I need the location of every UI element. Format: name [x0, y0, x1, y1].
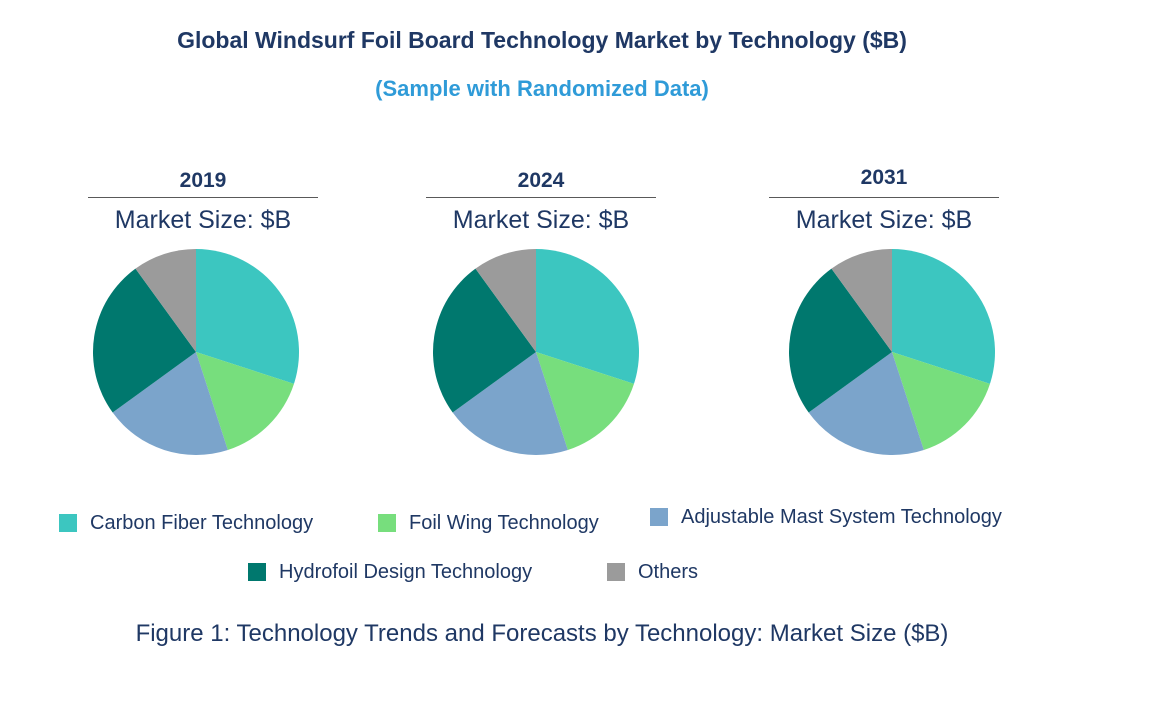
legend-label-carbon-fiber: Carbon Fiber Technology: [90, 512, 314, 534]
legend-label-hydrofoil-design: Hydrofoil Design Technology: [279, 561, 533, 583]
figure-content: Global Windsurf Foil Board Technology Ma…: [59, 27, 1002, 647]
legend-label-adjustable-mast: Adjustable Mast System Technology: [681, 506, 1002, 528]
pie-slice-others: [135, 249, 196, 352]
pie-slice-foil-wing-technology: [892, 352, 990, 450]
pie-panel-2019: 2019 Market Size: $B: [88, 168, 318, 455]
legend-item-others: Others: [607, 561, 698, 583]
legend-item-carbon-fiber: Carbon Fiber Technology: [59, 512, 313, 534]
pie-chart-2019: [93, 249, 299, 455]
legend-swatch-carbon-fiber: [59, 514, 77, 532]
pie-slice-hydrofoil-design-technology: [433, 268, 536, 413]
year-label-2024: 2024: [517, 169, 565, 192]
year-divider: [426, 197, 656, 198]
year-label-2031: 2031: [860, 166, 908, 189]
year-label-2019: 2019: [179, 169, 227, 192]
legend-item-hydrofoil-design: Hydrofoil Design Technology: [248, 561, 532, 583]
market-size-label-2031: Market Size: $B: [795, 206, 973, 234]
chart-title: Global Windsurf Foil Board Technology Ma…: [177, 27, 907, 53]
pie-slice-carbon-fiber-technology: [196, 249, 299, 384]
pie-chart-2031: [789, 249, 995, 455]
legend-label-others: Others: [638, 561, 699, 583]
pie-slice-adjustable-mast-system-technology: [808, 352, 924, 455]
pie-slice-adjustable-mast-system-technology: [452, 352, 568, 455]
pie-slice-hydrofoil-design-technology: [93, 268, 196, 413]
legend-swatch-foil-wing: [378, 514, 396, 532]
legend-label-foil-wing: Foil Wing Technology: [409, 512, 599, 534]
pie-slice-foil-wing-technology: [536, 352, 634, 450]
pie-slice-carbon-fiber-technology: [536, 249, 639, 384]
pie-chart-2024: [433, 249, 639, 455]
chart-subtitle: (Sample with Randomized Data): [375, 76, 709, 101]
pie-slice-hydrofoil-design-technology: [789, 268, 892, 413]
market-size-label-2019: Market Size: $B: [114, 206, 292, 234]
year-divider: [88, 197, 318, 198]
figure-caption: Figure 1: Technology Trends and Forecast…: [135, 620, 949, 647]
market-size-label-2024: Market Size: $B: [452, 206, 630, 234]
pie-slice-carbon-fiber-technology: [892, 249, 995, 384]
pie-panel-2031: 2031 Market Size: $B: [769, 166, 999, 455]
pie-slice-others: [475, 249, 536, 352]
legend-swatch-adjustable-mast: [650, 508, 668, 526]
legend-swatch-others: [607, 563, 625, 581]
year-divider: [769, 197, 999, 198]
pie-slice-others: [831, 249, 892, 352]
pie-slice-adjustable-mast-system-technology: [112, 352, 228, 455]
legend-swatch-hydrofoil-design: [248, 563, 266, 581]
pie-panel-2024: 2024 Market Size: $B: [426, 168, 656, 455]
pie-slice-foil-wing-technology: [196, 352, 294, 450]
legend-item-adjustable-mast: Adjustable Mast System Technology: [650, 506, 1002, 528]
legend-item-foil-wing: Foil Wing Technology: [378, 512, 599, 534]
